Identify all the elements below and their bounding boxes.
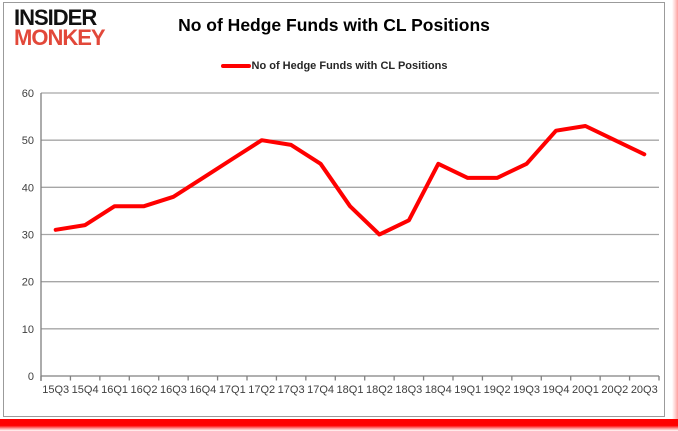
svg-text:18Q3: 18Q3 [395,384,422,396]
legend-line-swatch [220,64,251,68]
svg-text:40: 40 [22,182,34,194]
svg-text:17Q1: 17Q1 [219,384,246,396]
right-edge-glow [672,0,678,422]
svg-text:20Q1: 20Q1 [572,384,599,396]
svg-text:20Q2: 20Q2 [601,384,628,396]
chart-title: No of Hedge Funds with CL Positions [178,15,490,35]
svg-text:18Q1: 18Q1 [337,384,364,396]
svg-text:18Q2: 18Q2 [366,384,393,396]
insider-monkey-logo: INSIDER MONKEY [14,5,106,51]
svg-text:19Q3: 19Q3 [513,384,540,396]
svg-text:16Q4: 16Q4 [189,384,216,396]
logo-word-insider: INSIDER [14,5,97,30]
svg-text:16Q3: 16Q3 [160,384,187,396]
svg-text:16Q2: 16Q2 [131,384,158,396]
svg-text:17Q2: 17Q2 [248,384,275,396]
legend: No of Hedge Funds with CL Positions [4,60,664,72]
svg-text:15Q4: 15Q4 [72,384,99,396]
svg-text:15Q3: 15Q3 [42,384,69,396]
svg-text:60: 60 [22,88,34,100]
chart-card: INSIDER MONKEY No of Hedge Funds with CL… [3,2,665,417]
svg-text:10: 10 [22,324,34,336]
svg-text:19Q1: 19Q1 [454,384,481,396]
svg-text:16Q1: 16Q1 [101,384,128,396]
logo-word-monkey: MONKEY [14,25,106,51]
svg-text:19Q4: 19Q4 [543,384,570,396]
svg-text:0: 0 [28,371,34,383]
svg-text:30: 30 [22,230,34,242]
svg-text:50: 50 [22,135,34,147]
svg-text:19Q2: 19Q2 [484,384,511,396]
svg-text:20Q3: 20Q3 [631,384,658,396]
svg-text:17Q3: 17Q3 [278,384,305,396]
svg-text:20: 20 [22,277,34,289]
svg-text:18Q4: 18Q4 [425,384,452,396]
bottom-red-bar [0,419,678,431]
svg-text:17Q4: 17Q4 [307,384,334,396]
legend-label: No of Hedge Funds with CL Positions [251,60,448,72]
